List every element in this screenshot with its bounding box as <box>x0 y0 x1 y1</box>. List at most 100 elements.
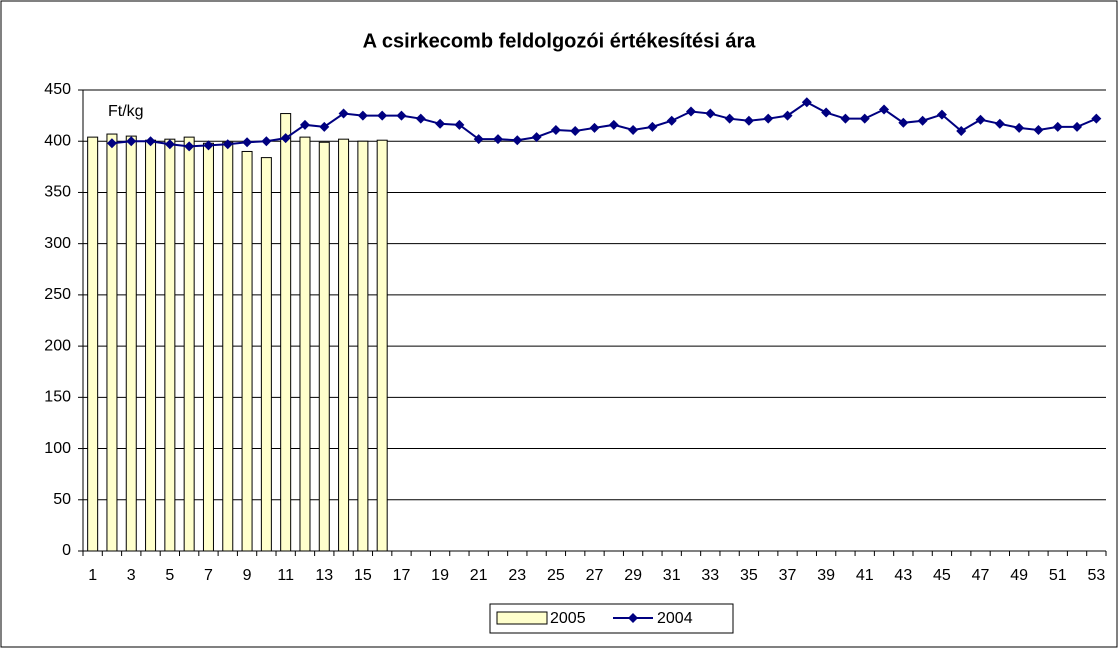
x-tick-label: 47 <box>972 567 990 584</box>
marker <box>801 97 812 108</box>
unit-annotation: Ft/kg <box>108 103 144 120</box>
marker <box>319 121 330 132</box>
marker <box>686 106 697 117</box>
x-tick-label: 27 <box>586 567 604 584</box>
x-tick-label: 41 <box>856 567 874 584</box>
x-tick-label: 43 <box>894 567 912 584</box>
bar <box>125 135 137 552</box>
legend-swatch <box>496 611 548 625</box>
y-tick-label: 0 <box>62 542 71 559</box>
marker <box>859 113 870 124</box>
marker <box>550 124 561 135</box>
marker <box>647 121 658 132</box>
marker <box>261 136 272 147</box>
marker <box>435 118 446 129</box>
bar <box>241 150 253 552</box>
y-tick-label: 100 <box>44 440 71 457</box>
bar <box>145 139 157 552</box>
marker <box>106 138 117 149</box>
x-tick-label: 29 <box>624 567 642 584</box>
x-tick-label: 19 <box>431 567 449 584</box>
marker <box>396 110 407 121</box>
marker <box>203 140 214 151</box>
legend-marker <box>628 613 638 623</box>
marker <box>338 108 349 119</box>
y-tick-label: 450 <box>44 81 71 98</box>
x-tick-label: 15 <box>354 567 372 584</box>
marker <box>936 109 947 120</box>
x-tick-label: 37 <box>779 567 797 584</box>
x-tick-label: 21 <box>470 567 488 584</box>
x-tick-label: 39 <box>817 567 835 584</box>
marker <box>473 134 484 145</box>
legend-label: 2004 <box>657 610 693 627</box>
bar <box>299 136 311 552</box>
x-tick-label: 3 <box>127 567 136 584</box>
bar <box>164 138 176 552</box>
bar <box>87 136 99 552</box>
marker <box>898 117 909 128</box>
x-tick-label: 33 <box>701 567 719 584</box>
x-tick-label: 23 <box>508 567 526 584</box>
y-tick-label: 50 <box>53 491 71 508</box>
x-tick-label: 9 <box>243 567 252 584</box>
bar <box>338 138 350 552</box>
marker <box>492 134 503 145</box>
marker <box>1091 113 1102 124</box>
x-tick-label: 51 <box>1049 567 1067 584</box>
marker <box>512 135 523 146</box>
marker <box>763 113 774 124</box>
bar <box>318 141 330 552</box>
marker <box>666 115 677 126</box>
y-tick-label: 350 <box>44 184 71 201</box>
line <box>111 101 1097 148</box>
marker <box>743 115 754 126</box>
bar <box>260 157 272 552</box>
chart-title: A csirkecomb feldolgozói értékesítési ár… <box>363 30 757 52</box>
x-tick-label: 45 <box>933 567 951 584</box>
y-tick-label: 250 <box>44 286 71 303</box>
bar <box>357 140 369 552</box>
marker <box>145 136 156 147</box>
marker <box>975 114 986 125</box>
marker <box>570 125 581 136</box>
marker <box>242 137 253 148</box>
marker <box>840 113 851 124</box>
marker <box>454 119 465 130</box>
y-tick-label: 150 <box>44 389 71 406</box>
x-tick-label: 11 <box>277 567 294 584</box>
marker <box>126 136 137 147</box>
x-tick-label: 35 <box>740 567 758 584</box>
marker <box>705 108 716 119</box>
marker <box>724 113 735 124</box>
marker <box>1033 124 1044 135</box>
marker <box>280 133 291 144</box>
marker <box>956 125 967 136</box>
marker <box>1052 121 1063 132</box>
bar <box>376 139 388 552</box>
y-tick-label: 200 <box>44 337 71 354</box>
marker <box>222 139 233 150</box>
marker <box>1014 122 1025 133</box>
marker <box>589 122 600 133</box>
x-tick-label: 49 <box>1010 567 1028 584</box>
marker <box>879 104 890 115</box>
marker <box>782 110 793 121</box>
marker <box>357 110 368 121</box>
bar <box>106 133 118 552</box>
marker <box>608 119 619 130</box>
y-tick-label: 300 <box>44 235 71 252</box>
marker <box>917 115 928 126</box>
x-tick-label: 25 <box>547 567 565 584</box>
bar <box>280 113 292 552</box>
x-tick-label: 53 <box>1087 567 1105 584</box>
x-tick-label: 7 <box>204 567 213 584</box>
x-tick-label: 1 <box>88 567 97 584</box>
marker <box>531 132 542 143</box>
marker <box>415 113 426 124</box>
marker <box>184 141 195 152</box>
marker <box>994 118 1005 129</box>
marker <box>164 139 175 150</box>
x-tick-label: 13 <box>315 567 333 584</box>
